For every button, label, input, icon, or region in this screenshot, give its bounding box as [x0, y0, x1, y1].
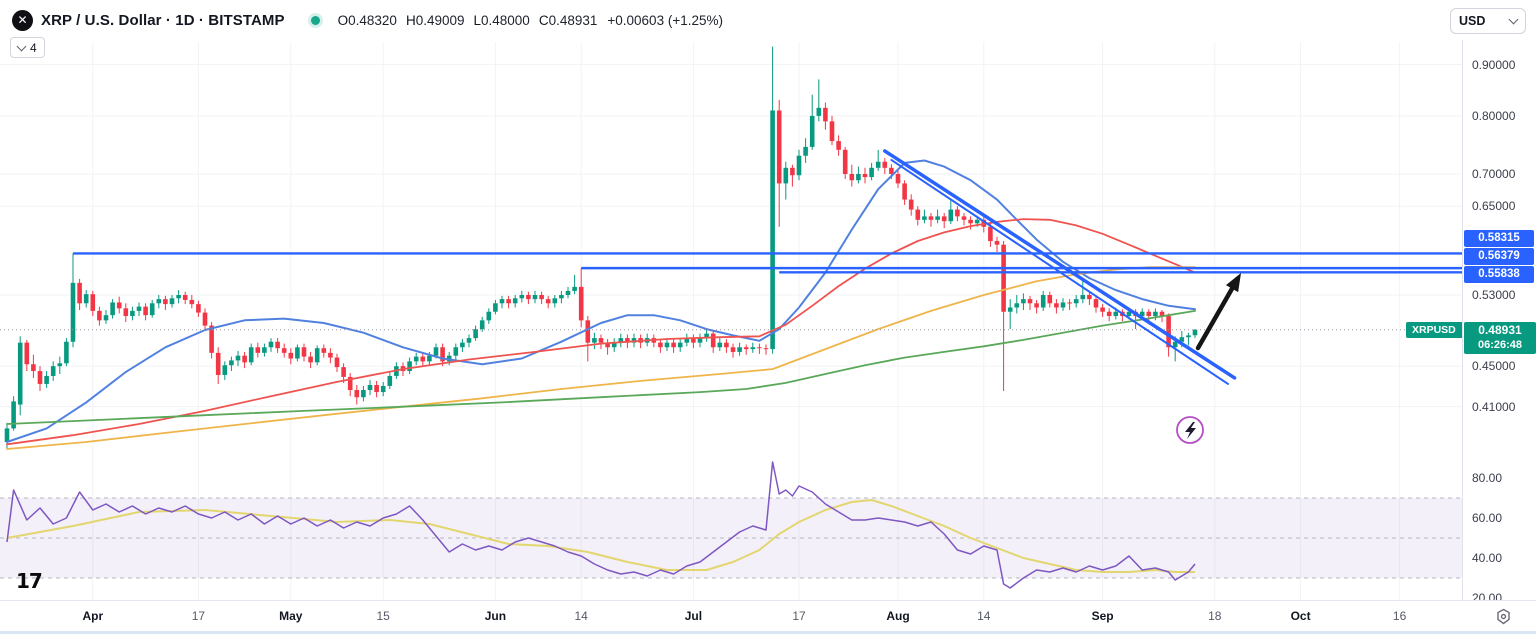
descending-trendline-2[interactable] [890, 158, 1229, 385]
time-tick-day: 17 [792, 609, 806, 623]
currency-selector[interactable]: USD [1450, 8, 1526, 34]
object-tree-count-button[interactable]: 4 [10, 37, 45, 58]
rsi-pane [0, 461, 1462, 589]
price-tick-label: 0.90000 [1472, 57, 1516, 72]
ma-line-ma50 [6, 218, 1196, 446]
time-tick-month: Jul [684, 609, 703, 623]
ma-line-ma20 [6, 159, 1196, 443]
time-tick-month: Oct [1290, 609, 1311, 623]
time-tick-day: 15 [376, 609, 390, 623]
ma-line-ma100 [6, 266, 1196, 450]
descending-trendline-1[interactable] [883, 149, 1237, 380]
price-tick-label: 0.80000 [1472, 108, 1516, 123]
time-tick-day: 14 [977, 609, 991, 623]
chart-area[interactable]: 17 XRPUSD [0, 40, 1462, 600]
current-price-value: 0.48931 [1478, 322, 1522, 337]
bottom-edge-strip [0, 631, 1536, 634]
price-tick-label: 0.65000 [1472, 199, 1516, 214]
rsi-line [6, 461, 1196, 589]
time-tick-day: 16 [1392, 609, 1407, 623]
chevron-down-icon [1508, 14, 1519, 25]
bar-countdown: 06:26:48 [1477, 338, 1523, 351]
object-tree-count: 4 [30, 40, 37, 55]
alert-price-badge: 0.56379 [1464, 247, 1534, 265]
ohlc-l: L0.48000 [473, 12, 530, 28]
time-tick-day: 14 [574, 609, 588, 623]
chart-legend-toolbar: ✕ XRP / U.S. Dollar · 1D · BITSTAMP O0.4… [0, 0, 1536, 40]
moving-average-lines [6, 159, 1196, 450]
alert-price-badge: 0.58315 [1464, 229, 1534, 247]
ohlc-o: O0.48320 [337, 12, 397, 28]
price-tick-label: 0.53000 [1472, 288, 1516, 302]
axis-settings-gear-icon[interactable] [1495, 608, 1512, 625]
xrp-symbol-logo-icon: ✕ [12, 9, 33, 31]
time-tick-month: Apr [82, 609, 104, 623]
ma-line-ma200 [6, 309, 1196, 425]
lightning-bolt-icon [1185, 422, 1196, 439]
ohlc-h: H0.49009 [405, 12, 465, 28]
price-tick-label: 0.45000 [1472, 359, 1516, 374]
time-tick-month: May [279, 609, 303, 623]
breakout-arrow-drawing[interactable] [1195, 273, 1241, 351]
time-tick-month: Sep [1091, 609, 1114, 623]
time-tick-month: Aug [886, 609, 910, 623]
alert-price-badge: 0.55838 [1464, 265, 1534, 283]
market-open-dot-icon [310, 15, 320, 25]
current-price-symbol-tag: XRPUSD [1406, 321, 1462, 338]
change-value: +0.00603 (+1.25%) [607, 12, 723, 28]
candles-layer [4, 46, 1198, 449]
pane-separator[interactable] [0, 600, 1536, 601]
price-scale-axis[interactable]: 0.90000 0.80000 0.70000 0.65000 0.53000 0.450… [1462, 40, 1536, 605]
rsi-tick-label: 40.00 [1472, 551, 1503, 565]
symbol-title[interactable]: XRP / U.S. Dollar · 1D · BITSTAMP [41, 11, 285, 29]
time-tick-day: 18 [1208, 609, 1222, 623]
ohlc-c: C0.48931 [538, 12, 598, 28]
tradingview-logo[interactable]: 17 [16, 569, 43, 593]
price-tick-label: 0.70000 [1472, 166, 1516, 181]
time-tick-month: Jun [484, 609, 507, 623]
rsi-ma-line [6, 499, 1195, 573]
gridlines [0, 42, 1462, 600]
rsi-tick-label: 60.00 [1472, 511, 1503, 525]
lightning-marker[interactable] [1176, 416, 1204, 444]
currency-label: USD [1459, 14, 1486, 28]
time-scale-axis[interactable]: Apr 17 May 15 Jun 14 Jul 17 Aug 14 Sep 18 Oct 16 [0, 600, 1536, 632]
ohlc-values: O0.48320 H0.49009 L0.48000 C0.48931 [338, 13, 607, 28]
current-price-badge: 0.48931 06:26:48 [1464, 321, 1536, 354]
price-tick-label: 0.41000 [1472, 399, 1516, 414]
rsi-tick-label: 80.00 [1472, 471, 1503, 485]
time-tick-day: 17 [191, 609, 206, 623]
